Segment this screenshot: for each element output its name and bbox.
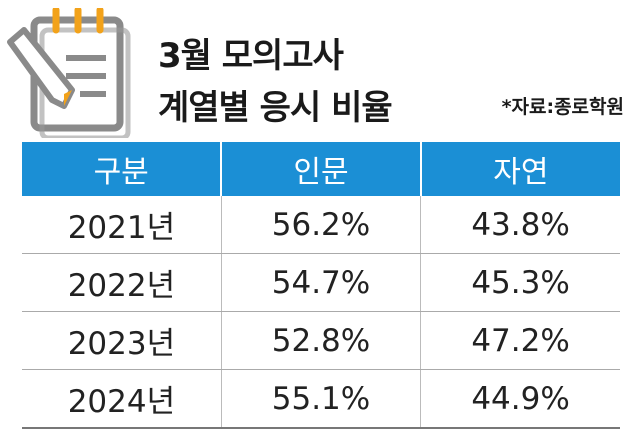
- table-cell: 56.2%: [220, 196, 421, 254]
- table-cell: 47.2%: [420, 311, 620, 370]
- row-label: 2024년: [22, 369, 222, 429]
- row-label: 2021년: [22, 196, 222, 254]
- table-cell: 54.7%: [220, 253, 421, 312]
- source-note: *자료:종로학원: [501, 96, 624, 118]
- table-row: 2023년 52.8% 47.2%: [22, 311, 620, 370]
- title-line: 계열별 응시 비율: [158, 88, 393, 128]
- row-label: 2023년: [22, 311, 222, 370]
- table-row: 2024년 55.1% 44.9%: [22, 369, 620, 429]
- column-header: 자연: [419, 142, 620, 196]
- table-cell: 43.8%: [420, 196, 620, 254]
- table-row: 2021년 56.2% 43.8%: [22, 196, 620, 254]
- table-cell: 45.3%: [420, 253, 620, 312]
- column-header: 인문: [220, 142, 421, 196]
- notepad-icon: [7, 8, 131, 138]
- table-cell: 55.1%: [220, 369, 421, 429]
- table-cell: 52.8%: [220, 311, 421, 370]
- table-body: 2021년 56.2% 43.8% 2022년 54.7% 45.3% 2023년 52.8%…: [22, 196, 620, 429]
- table-row: 2022년 54.7% 45.3%: [22, 253, 620, 312]
- header-row: 구분 인문 자연: [22, 142, 620, 196]
- table-cell: 44.9%: [420, 369, 620, 429]
- data-table: 구분 인문 자연 2021년 56.2% 43.8% 2022년 54.7% 45.3% 202…: [22, 142, 620, 429]
- row-label: 2022년: [22, 253, 222, 312]
- title-line: 3월 모의고사: [158, 36, 344, 76]
- column-header: 구분: [22, 142, 222, 196]
